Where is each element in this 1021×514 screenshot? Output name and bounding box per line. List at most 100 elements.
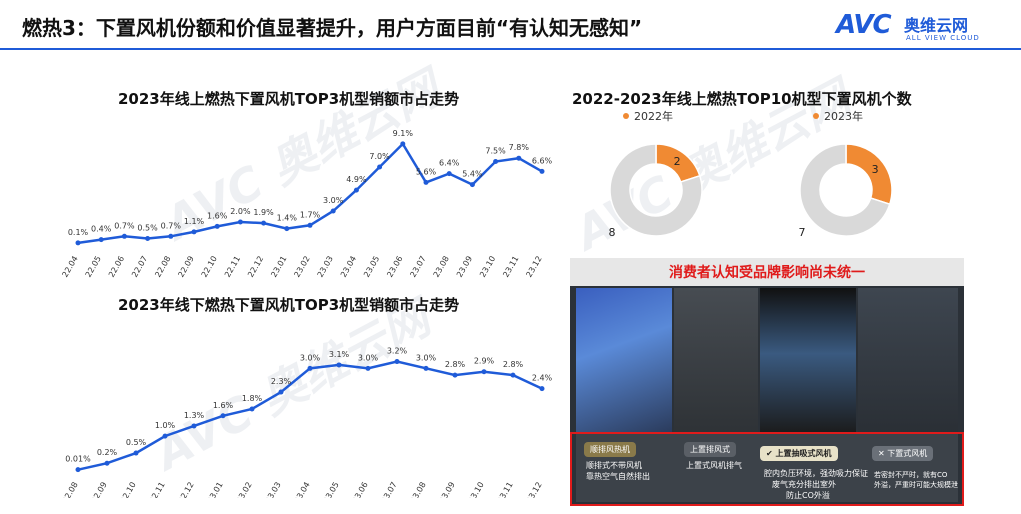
online-chart-title: 2023年线上燃热下置风机TOP3机型销额市占走势 [118,90,460,108]
caption-note: 防止CO外溢 [786,491,830,500]
x-tick-label: 22.09 [89,481,108,499]
data-label: 9.1% [393,129,414,138]
data-label: 1.4% [277,214,298,223]
data-label: 4.9% [346,175,367,184]
data-point [452,372,458,378]
data-label: 1.9% [253,208,274,217]
data-point [469,182,475,188]
legend-marker [623,113,629,119]
data-point [307,365,313,371]
legend-marker [813,113,819,119]
data-label: 0.4% [91,225,112,234]
page-title: 燃热3：下置风机份额和价值显著提升，用户方面目前“有认知无感知” [22,16,643,40]
x-tick-label: 22.11 [223,255,242,279]
data-point [423,365,429,371]
slice-value-label: 2 [674,155,681,168]
donut-chart-title: 2022-2023年线上燃热TOP10机型下置风机个数 [572,90,912,108]
x-tick-label: 22.12 [176,481,195,499]
data-point [539,386,545,392]
data-label: 3.0% [300,353,321,362]
data-label: 0.5% [137,224,158,233]
x-tick-label: 23.10 [466,481,485,499]
x-tick-label: 22.04 [60,255,79,279]
caption-tag-upper-suction: ✔ 上置抽吸式风机 [760,446,838,461]
x-tick-label: 22.12 [246,255,265,279]
legend-label: 2023年 [824,109,863,123]
heater-image-flue [576,288,672,434]
x-tick-label: 22.10 [200,255,219,279]
data-point [377,164,383,170]
series-line [77,360,543,471]
x-tick-label: 22.07 [130,255,149,279]
data-label: 2.8% [445,360,466,369]
data-label: 5.6% [416,167,437,176]
cross-icon: ✕ [878,449,888,458]
data-point [400,141,406,147]
data-point [191,423,197,429]
x-tick-label: 23.06 [385,255,404,279]
x-tick-label: 23.01 [205,481,224,499]
x-tick-label: 23.08 [432,255,451,279]
x-tick-label: 23.02 [292,255,311,279]
x-tick-label: 22.10 [118,481,137,499]
x-tick-label: 23.12 [524,255,543,279]
data-point [104,460,110,466]
x-tick-label: 23.07 [408,255,427,279]
data-point [145,236,151,241]
highlight-box [570,432,964,506]
avc-logo: AVC 奥维云网 ALL VIEW CLOUD [836,10,1011,46]
x-tick-label: 23.05 [362,255,381,279]
photo-panel-header: 消费者认知受品牌影响尚未统一 [570,258,964,286]
data-label: 0.1% [68,228,89,237]
data-label: 7.0% [369,152,390,161]
x-tick-label: 22.08 [153,255,172,279]
data-point [330,208,336,214]
donut-charts: 2 8 2022年 3 7 2023年 [609,109,893,239]
data-point [220,413,226,419]
caption-note: 废气充分排出室外 [772,480,836,489]
x-tick-label: 23.01 [269,255,288,279]
data-label: 2.9% [474,357,495,366]
data-point [394,359,400,365]
data-point [75,240,81,246]
x-tick-label: 23.06 [350,481,369,499]
data-label: 7.8% [509,143,530,152]
photo-panel: 消费者认知受品牌影响尚未统一 顺排风热机 上置排风式 顺排式不带风机 靠热空气自… [570,258,964,506]
x-tick-label: 22.05 [84,255,103,279]
caption-tag-lower-fan: ✕ 下置式风机 [872,446,934,461]
heater-image-lower-fan [858,288,958,434]
x-tick-label: 23.04 [339,255,358,279]
slice-value-label: 8 [609,226,616,239]
data-label: 6.4% [439,159,460,168]
caption-tag-lower-fan-label: 下置式风机 [887,449,928,458]
caption-tag-flue: 顺排风热机 [584,442,636,457]
data-label: 7.5% [485,147,506,156]
data-label: 1.1% [184,217,205,226]
data-label: 3.1% [329,350,350,359]
data-point [237,219,243,225]
data-label: 0.7% [114,221,135,230]
caption-note: 外溢，严重时可能大规模泄 [874,481,958,489]
heater-image-upper-exhaust [674,288,758,434]
logo-en-text: ALL VIEW CLOUD [906,34,980,42]
offline-chart-title: 2023年线下燃热下置风机TOP3机型销额市占走势 [118,296,460,314]
donut-slice [799,143,891,237]
data-label: 0.5% [126,438,147,447]
x-tick-label: 23.11 [501,255,520,279]
data-point [75,467,81,473]
data-label: 0.2% [97,448,118,457]
x-tick-label: 23.07 [379,481,398,499]
donut-slice [845,143,893,206]
caption-strip: 顺排风热机 上置排风式 顺排式不带风机 靠热空气自然排出 上置式风机排气 ✔ 上… [576,434,958,502]
data-point [353,187,359,193]
data-point [493,159,499,164]
caption-note: 靠热空气自然排出 [586,472,650,481]
data-label: 3.0% [416,353,437,362]
x-tick-label: 23.10 [478,255,497,279]
data-label: 3.0% [358,353,379,362]
data-point [191,229,197,235]
data-label: 1.6% [213,401,234,410]
data-point [516,155,522,161]
x-tick-label: 23.09 [455,255,474,279]
online-line-chart: 0.1% 22.04 0.4% 22.05 0.7% 22.06 0.5% 22.07 0.7%… [60,129,552,279]
